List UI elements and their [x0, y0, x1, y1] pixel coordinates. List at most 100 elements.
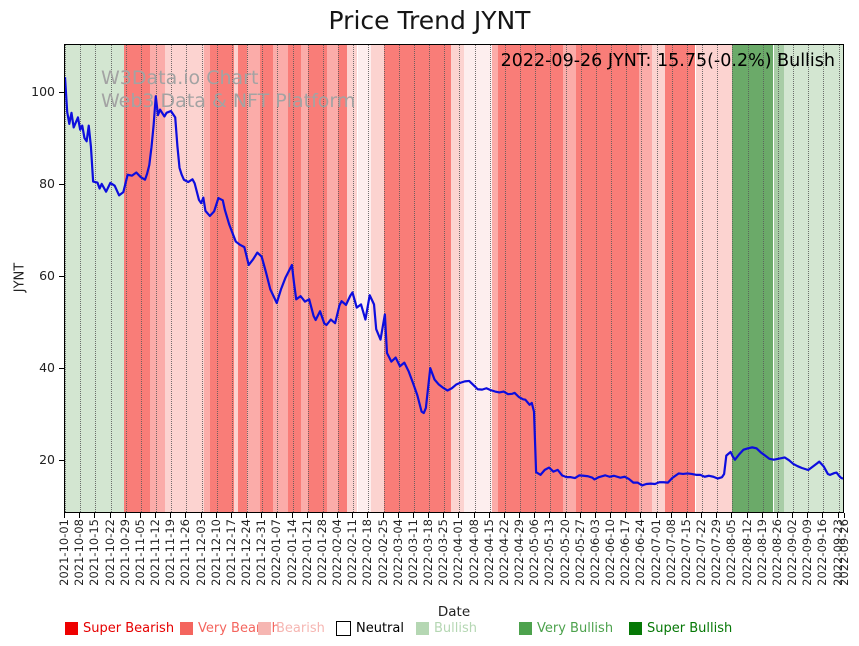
legend-swatch: [519, 622, 532, 635]
gridline: [686, 45, 688, 512]
y-tick-label: 60: [39, 267, 55, 283]
gridline: [762, 45, 764, 512]
x-tick-mark: [246, 513, 247, 518]
gridline: [808, 45, 810, 512]
gridline: [413, 45, 415, 512]
x-tick-mark: [746, 513, 748, 518]
gridline: [398, 45, 400, 512]
legend-label: Bullish: [434, 621, 478, 636]
gridline: [247, 45, 248, 512]
gridline: [216, 45, 218, 512]
legend-label: Super Bearish: [83, 621, 175, 636]
x-tick-mark: [94, 513, 96, 518]
plot-area: W3Data.io Chart Web3 Data & NFT Platform…: [64, 44, 844, 513]
x-tick-mark: [215, 513, 217, 518]
sentiment-band: [203, 45, 211, 512]
sentiment-band: [463, 45, 492, 512]
gridline: [732, 45, 734, 512]
x-tick-mark: [64, 513, 65, 518]
x-tick-mark: [170, 513, 172, 518]
legend-item: Very Bullish: [519, 621, 613, 636]
price-line-svg: [65, 76, 843, 487]
x-tick-mark: [564, 513, 566, 518]
x-tick-mark: [428, 513, 429, 518]
y-tick-mark: [59, 275, 64, 277]
gridline: [793, 45, 794, 512]
legend-item: Bullish: [416, 621, 477, 636]
sentiment-band: [383, 45, 451, 512]
gridline: [262, 45, 264, 512]
x-tick-mark: [701, 513, 702, 518]
legend-swatch: [258, 622, 271, 635]
sentiment-band: [639, 45, 653, 512]
y-tick-label: 80: [39, 175, 55, 191]
gridline: [489, 45, 491, 512]
sentiment-band: [357, 45, 371, 512]
x-tick-mark: [844, 513, 845, 518]
sentiment-band: [784, 45, 843, 512]
y-tick-mark: [59, 183, 64, 185]
x-tick-mark: [792, 513, 793, 518]
x-tick-mark: [519, 513, 520, 518]
y-tick-label: 40: [39, 360, 55, 376]
x-tick-mark: [655, 513, 657, 518]
gridline: [565, 45, 567, 512]
sentiment-band: [234, 45, 239, 512]
gridline: [156, 45, 157, 512]
x-tick-mark: [397, 513, 399, 518]
sentiment-band: [370, 45, 384, 512]
x-tick-mark: [731, 513, 733, 518]
gridline: [520, 45, 521, 512]
gridline: [580, 45, 582, 512]
legend-item: Bearish: [258, 621, 325, 636]
sentiment-band: [450, 45, 464, 512]
gridline: [80, 45, 82, 512]
gridline: [368, 45, 370, 512]
x-tick-mark: [610, 513, 611, 518]
gridline: [201, 45, 203, 512]
latest-price-annotation: 2022-09-26 JYNT: 15.75(-0.2%) Bullish: [500, 51, 835, 71]
x-tick-mark: [716, 513, 718, 518]
gridline: [702, 45, 703, 512]
price-line: [65, 76, 843, 487]
legend-label: Very Bullish: [537, 621, 614, 636]
x-tick-mark: [367, 513, 369, 518]
x-tick-mark: [261, 513, 263, 518]
watermark-line2: Web3 Data & NFT Platform: [101, 90, 356, 113]
gridline: [444, 45, 446, 512]
x-tick-mark: [807, 513, 809, 518]
x-tick-mark: [458, 513, 460, 518]
gridline: [535, 45, 537, 512]
x-tick-mark: [534, 513, 536, 518]
x-tick-mark: [155, 513, 156, 518]
sentiment-band: [238, 45, 247, 512]
sentiment-band: [665, 45, 696, 512]
sentiment-band: [301, 45, 308, 512]
gridline: [838, 45, 840, 512]
gridline: [383, 45, 385, 512]
gridline: [186, 45, 188, 512]
sentiment-band: [576, 45, 640, 512]
legend-item: Super Bearish: [65, 621, 174, 636]
gridline: [429, 45, 430, 512]
gridline: [110, 45, 112, 512]
sentiment-band: [149, 45, 165, 512]
gridline: [474, 45, 476, 512]
legend-swatch: [180, 622, 193, 635]
x-tick-mark: [837, 513, 839, 518]
x-tick-mark: [185, 513, 187, 518]
x-tick-mark: [382, 513, 384, 518]
gridline: [671, 45, 673, 512]
gridline: [656, 45, 658, 512]
x-tick-mark: [761, 513, 763, 518]
x-tick-mark: [306, 513, 308, 518]
x-axis-label: Date: [437, 604, 471, 620]
gridline: [95, 45, 97, 512]
x-tick-mark: [594, 513, 596, 518]
watermark-line1: W3Data.io Chart: [101, 67, 259, 89]
x-tick-mark: [640, 513, 642, 518]
gridline: [611, 45, 612, 512]
sentiment-band: [327, 45, 338, 512]
x-tick-mark: [79, 513, 81, 518]
